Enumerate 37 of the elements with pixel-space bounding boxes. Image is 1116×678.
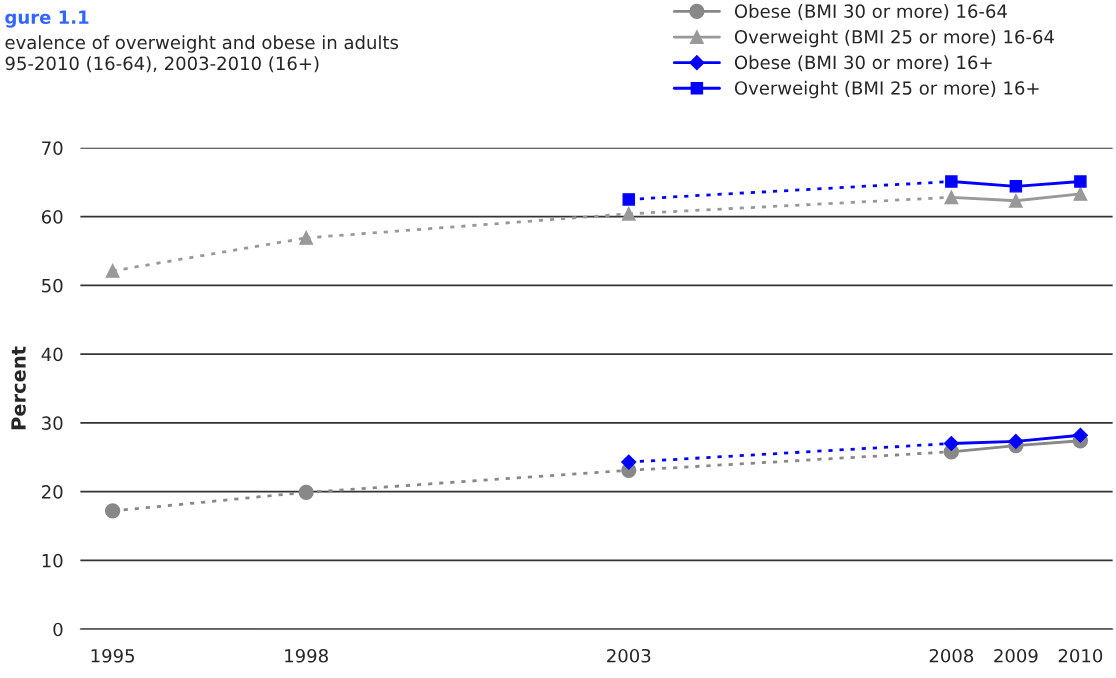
legend-label: Obese (BMI 30 or more) 16-64: [734, 4, 1007, 21]
x-tick-label: 2008: [929, 648, 974, 663]
legend-label: Overweight (BMI 25 or more) 16-64: [734, 29, 1054, 48]
x-tick-label: 1995: [91, 648, 135, 663]
point: [621, 454, 637, 470]
point: [1008, 193, 1023, 208]
y-tick-label: 30: [42, 416, 63, 430]
x-tick-label: 1998: [285, 648, 328, 663]
point: [945, 175, 958, 188]
x-tick-label: 2010: [1058, 648, 1103, 663]
legend-label: Overweight (BMI 25 or more) 16+: [734, 80, 1039, 99]
y-tick-label: 40: [41, 347, 63, 362]
point: [298, 484, 314, 500]
y-tick-label: 10: [42, 553, 63, 568]
point: [944, 190, 959, 205]
point: [1074, 175, 1087, 188]
chart-subtitle: evalence of overweight and obese in adults 95-2010 (16-64), 2003-2010 (16+): [5, 35, 399, 73]
point: [104, 503, 121, 519]
y-tick-label: 50: [42, 278, 63, 293]
point: [105, 263, 120, 278]
legend-label: Obese (BMI 30 or more) 16+: [734, 55, 992, 72]
point: [943, 435, 959, 452]
point: [1008, 433, 1024, 450]
point: [621, 206, 636, 221]
point: [1072, 427, 1088, 443]
x-tick-label: 2009: [994, 648, 1038, 663]
point: [622, 193, 636, 206]
chart-title: gure 1.1: [5, 10, 89, 28]
y-axis-title: Percent: [11, 346, 26, 430]
y-tick-label: 60: [41, 210, 63, 224]
x-tick-label: 2003: [607, 648, 651, 663]
y-tick-label: 20: [42, 485, 63, 499]
point: [1009, 180, 1023, 193]
y-tick-label: 0: [53, 622, 63, 637]
point: [1073, 186, 1088, 201]
y-tick-label: 70: [42, 141, 63, 155]
point: [299, 230, 314, 245]
